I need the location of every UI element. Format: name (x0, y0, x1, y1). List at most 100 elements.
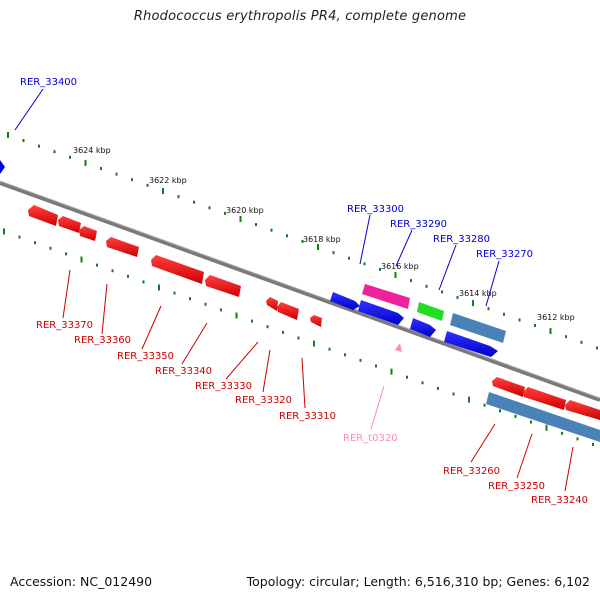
minor-tick (437, 386, 439, 390)
gene-rer-t0320[interactable] (395, 343, 402, 352)
gene-rer-33280[interactable] (450, 313, 506, 343)
gene-reverse[interactable] (58, 216, 81, 233)
major-tick (158, 284, 160, 291)
kbp-label: 3612 kbp (537, 313, 575, 322)
gene-rer-33260[interactable] (492, 377, 525, 397)
major-tick (394, 272, 397, 278)
label-rer-33280[interactable]: RER_33280 (433, 234, 490, 245)
label-rer-33250[interactable]: RER_33250 (488, 481, 545, 492)
kbp-label: 3616 kbp (381, 262, 419, 271)
gene-rer-33400[interactable] (0, 160, 5, 174)
label-rer-33260[interactable]: RER_33260 (443, 466, 500, 477)
label-rer-33310[interactable]: RER_33310 (279, 411, 336, 422)
label-rer-t0320[interactable]: RER_t0320 (343, 433, 398, 444)
major-tick (80, 256, 83, 263)
minor-tick (96, 263, 98, 267)
minor-tick (177, 195, 180, 199)
minor-tick (363, 262, 366, 266)
gene-rer-33350[interactable] (151, 255, 204, 284)
gene-rer-33240[interactable] (565, 400, 600, 420)
label-rer-33400[interactable]: RER_33400 (20, 77, 77, 88)
minor-tick (65, 252, 67, 256)
minor-tick (375, 364, 377, 368)
minor-tick (344, 353, 346, 357)
major-tick (239, 216, 242, 222)
minor-tick (561, 431, 563, 435)
minor-tick (286, 234, 288, 238)
label-rer-33270[interactable]: RER_33270 (476, 249, 533, 260)
gene-rer-33360[interactable] (79, 226, 97, 241)
leader-rer-33370 (62, 269, 71, 319)
major-tick (545, 424, 548, 431)
leader-rer-t0320 (370, 385, 385, 430)
gene-rer-33300[interactable] (362, 284, 410, 309)
leader-rer-33260 (470, 423, 496, 463)
label-rer-33340[interactable]: RER_33340 (155, 366, 212, 377)
leader-rer-33270 (485, 260, 500, 307)
label-rer-33350[interactable]: RER_33350 (117, 351, 174, 362)
gene-reverse[interactable] (106, 237, 139, 257)
leader-rer-33310 (301, 357, 306, 409)
gene-rer-33250[interactable] (523, 387, 566, 410)
gene-forward[interactable] (358, 300, 404, 325)
minor-tick (111, 269, 114, 273)
forward-genes (0, 160, 506, 357)
minor-tick (580, 340, 583, 344)
minor-tick (534, 324, 536, 327)
kbp-label: 3614 kbp (459, 289, 497, 298)
kbp-label: 3622 kbp (149, 176, 187, 185)
leader-rer-33250 (516, 433, 533, 479)
leader-rer-33240 (564, 446, 574, 492)
label-rer-33300[interactable]: RER_33300 (347, 204, 404, 215)
label-rer-33330[interactable]: RER_33330 (195, 381, 252, 392)
minor-tick (530, 420, 532, 424)
minor-tick (34, 241, 36, 245)
minor-tick (410, 279, 412, 283)
leader-rer-33340 (181, 322, 208, 365)
major-tick (7, 131, 9, 138)
minor-tick (204, 302, 207, 306)
inner-tick-marks (3, 228, 594, 446)
label-rer-33320[interactable]: RER_33320 (235, 395, 292, 406)
gene-rer-33370[interactable] (28, 205, 58, 226)
minor-tick (142, 280, 145, 284)
gene-forward[interactable] (330, 292, 360, 310)
gene-rer-33310[interactable] (310, 315, 322, 327)
minor-tick (115, 172, 118, 176)
minor-tick (49, 246, 52, 250)
minor-tick (131, 178, 133, 182)
minor-tick (592, 443, 594, 446)
outer-tick-marks (7, 131, 598, 350)
minor-tick (224, 211, 226, 215)
minor-tick (193, 200, 195, 204)
gene-forward[interactable] (410, 318, 436, 337)
major-tick (235, 312, 238, 319)
gene-rer-33330[interactable] (266, 297, 278, 311)
minor-tick (483, 403, 486, 407)
major-tick (549, 328, 552, 335)
minor-tick (565, 335, 567, 339)
gene-rer-33340[interactable] (205, 275, 241, 297)
minor-tick (53, 150, 56, 154)
gene-forward[interactable] (444, 331, 498, 357)
minor-tick (503, 312, 505, 316)
minor-tick (297, 336, 300, 340)
label-rer-33240[interactable]: RER_33240 (531, 495, 588, 506)
minor-tick (266, 325, 269, 329)
minor-tick (69, 155, 71, 159)
kbp-label: 3618 kbp (303, 235, 341, 244)
minor-tick (425, 284, 428, 288)
gene-rer-33320[interactable] (277, 302, 299, 320)
leader-rer-33320 (262, 349, 271, 393)
label-rer-33360[interactable]: RER_33360 (74, 335, 131, 346)
minor-tick (18, 235, 21, 239)
label-rer-33290[interactable]: RER_33290 (390, 219, 447, 230)
minor-tick (379, 267, 381, 271)
gene-rer-33290[interactable] (417, 302, 444, 321)
leader-rer-33350 (141, 305, 162, 350)
gene-reverse-steelblue[interactable] (486, 392, 600, 442)
minor-tick (127, 274, 129, 278)
label-rer-33370[interactable]: RER_33370 (36, 320, 93, 331)
minor-tick (38, 144, 40, 148)
